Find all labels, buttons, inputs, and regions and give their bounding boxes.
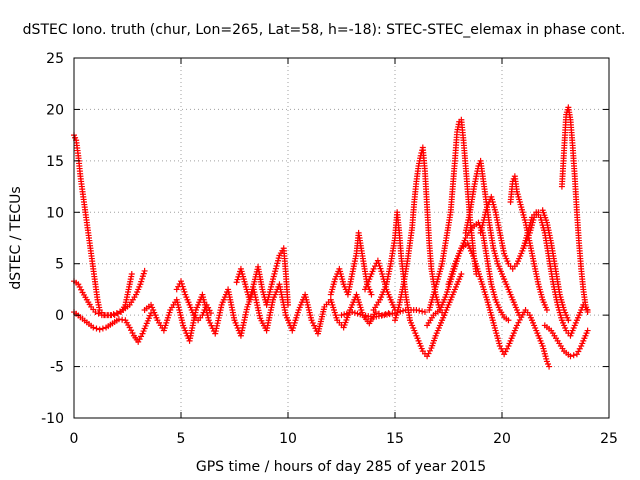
data-point-marker bbox=[207, 310, 214, 317]
data-point-marker bbox=[99, 325, 106, 332]
data-point-marker bbox=[178, 280, 185, 287]
y-axis-label: dSTEC / TECUs bbox=[8, 186, 24, 289]
data-point-marker bbox=[346, 309, 353, 316]
data-point-marker bbox=[233, 279, 240, 286]
data-point-marker bbox=[273, 263, 280, 269]
ticks: 0 5 10 15 20 25 -10 -5 0 5 10 15 20 25 bbox=[41, 51, 618, 447]
data-point-marker bbox=[138, 278, 145, 285]
data-point-marker bbox=[274, 260, 281, 267]
data-point-marker bbox=[271, 270, 278, 277]
x-tick-label: 25 bbox=[600, 431, 618, 447]
data-point-marker bbox=[128, 271, 135, 277]
data-point-marker bbox=[351, 309, 358, 316]
data-point-marker bbox=[139, 273, 146, 280]
data-point-marker bbox=[546, 363, 553, 370]
data-point-marker bbox=[543, 307, 550, 313]
data-point-marker bbox=[357, 311, 364, 318]
data-point-marker bbox=[458, 271, 465, 277]
data-point-marker bbox=[419, 308, 426, 315]
plot-frame bbox=[73, 57, 610, 419]
y-tick-label: 15 bbox=[46, 154, 64, 170]
y-tick-label: 25 bbox=[46, 51, 64, 67]
x-axis-label: GPS time / hours of day 285 of year 2015 bbox=[196, 459, 486, 475]
data-point-marker bbox=[375, 260, 382, 267]
data-point-marker bbox=[341, 311, 348, 318]
data-point-marker bbox=[311, 322, 318, 329]
data-point-marker bbox=[308, 317, 315, 324]
data-point-marker bbox=[309, 319, 316, 326]
y-tick-label: 20 bbox=[46, 102, 64, 118]
data-point-marker bbox=[376, 262, 383, 269]
data-point-marker bbox=[584, 327, 591, 334]
data-point-marker bbox=[505, 317, 512, 324]
data-point-marker bbox=[275, 257, 282, 264]
data-point-marker bbox=[96, 326, 103, 333]
x-tick-label: 0 bbox=[70, 431, 79, 447]
data-point-marker bbox=[181, 288, 188, 295]
data-point-marker bbox=[565, 317, 572, 324]
data-point-marker bbox=[349, 309, 356, 316]
data-point-marker bbox=[275, 255, 282, 262]
data-point-marker bbox=[441, 312, 448, 319]
data-point-marker bbox=[114, 310, 121, 317]
data-point-marker bbox=[272, 268, 279, 275]
data-point-marker bbox=[567, 353, 574, 360]
data-point-marker bbox=[400, 307, 407, 314]
data-point-marker bbox=[178, 278, 184, 285]
data-point-marker bbox=[416, 307, 423, 314]
y-tick-label: -5 bbox=[50, 360, 64, 376]
data-point-marker bbox=[208, 322, 215, 329]
data-point-marker bbox=[368, 291, 375, 298]
data-point-marker bbox=[93, 325, 100, 332]
data-point-marker bbox=[377, 265, 384, 272]
chart-title: dSTEC Iono. truth (chur, Lon=265, Lat=58… bbox=[23, 22, 626, 38]
x-tick-label: 15 bbox=[386, 431, 404, 447]
data-point-marker bbox=[285, 301, 291, 308]
data-point-marker bbox=[90, 324, 97, 331]
x-tick-label: 20 bbox=[493, 431, 511, 447]
data-point-marker bbox=[95, 310, 102, 317]
data-point-marker bbox=[139, 275, 146, 282]
data-point-marker bbox=[207, 319, 214, 326]
data-point-marker bbox=[413, 307, 420, 313]
data-points bbox=[71, 104, 591, 370]
data-point-marker bbox=[141, 267, 148, 274]
data-point-marker bbox=[272, 265, 279, 272]
data-point-marker bbox=[179, 283, 186, 290]
y-tick-label: 10 bbox=[46, 205, 64, 221]
data-point-marker bbox=[338, 312, 345, 319]
data-point-marker bbox=[421, 309, 428, 316]
data-point-marker bbox=[378, 268, 385, 275]
data-point-marker bbox=[205, 317, 212, 324]
data-point-marker bbox=[584, 309, 591, 316]
x-tick-label: 10 bbox=[279, 431, 297, 447]
data-point-marker bbox=[374, 257, 381, 264]
data-point-marker bbox=[111, 312, 118, 319]
data-point-marker bbox=[570, 352, 577, 359]
y-tick-label: -10 bbox=[41, 411, 64, 427]
data-point-marker bbox=[92, 309, 99, 316]
data-point-marker bbox=[140, 270, 147, 277]
data-point-marker bbox=[270, 273, 277, 280]
data-point-marker bbox=[516, 312, 523, 319]
data-point-marker bbox=[137, 281, 144, 288]
data-point-marker bbox=[354, 310, 361, 317]
data-point-marker bbox=[234, 276, 241, 283]
y-tick-label: 0 bbox=[55, 308, 64, 324]
y-tick-label: 5 bbox=[55, 257, 64, 273]
data-point-marker bbox=[343, 310, 350, 317]
data-point-marker bbox=[180, 286, 187, 293]
data-point-marker bbox=[270, 276, 277, 283]
x-tick-label: 5 bbox=[177, 431, 186, 447]
